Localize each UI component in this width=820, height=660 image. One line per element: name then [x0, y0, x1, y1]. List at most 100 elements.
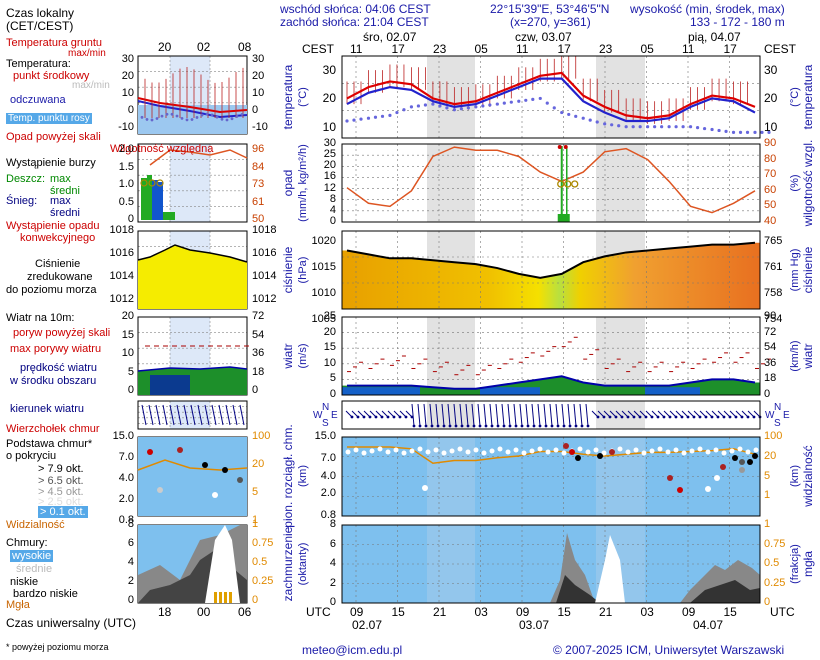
legend-cloud-dot	[157, 487, 163, 493]
humidity-line	[346, 146, 756, 214]
hour-label-top: 17	[557, 42, 571, 56]
humidity-tick-right: 40	[764, 215, 777, 227]
wind-arrow	[741, 410, 749, 418]
temp-title-right: temperatura	[801, 64, 815, 129]
cloud-base-dot	[689, 448, 695, 454]
fog-tick-right: 0.25	[764, 576, 786, 589]
temp-title-left: temperatura	[281, 64, 295, 129]
cloud-base-dot	[457, 446, 463, 452]
legend-storm-marker	[140, 179, 148, 187]
cloudbase-tick-left: 4.0	[320, 469, 336, 482]
grid-text: (x=270, y=361)	[510, 15, 591, 29]
legend-rain-bar	[163, 212, 175, 220]
cloud-cover-dot	[597, 453, 603, 459]
wind-arrow-head	[698, 415, 702, 419]
dew-point-dot	[760, 130, 764, 134]
cloud-base-dot	[361, 450, 367, 456]
legend-dew-dot	[200, 113, 204, 117]
dew-point-dot	[631, 125, 635, 129]
legend-tick-left: 8	[127, 518, 134, 530]
wind-arrow-head	[404, 415, 408, 419]
pressure-tick-left: 1020	[311, 235, 336, 247]
dew-point-dot	[588, 118, 592, 122]
hour-label-bottom: 09	[350, 605, 364, 619]
legend-temperature: Temperatura:	[6, 58, 71, 70]
cloud-cover-dot	[677, 487, 683, 493]
hour-label-top: 23	[599, 42, 613, 56]
wind-arrow	[459, 403, 463, 427]
day-label-bottom-2: 03.07	[519, 618, 550, 632]
legend-local-time-sub: (CET/CEST)	[6, 19, 74, 33]
compass-label: S	[322, 418, 329, 429]
visibility-line	[347, 446, 756, 464]
legend-dew-point: Temp. punktu rosy	[6, 113, 92, 124]
wind-arrow-head	[538, 424, 542, 428]
legend-tick-right: 20	[252, 70, 265, 82]
legend-humidity-line	[149, 149, 248, 166]
dew-point-dot	[724, 129, 728, 134]
legend-rain-mean: średni	[50, 185, 80, 197]
wind-tick-right: 72	[764, 325, 777, 338]
wind-arrow-head	[490, 424, 494, 428]
wind-arrow-head	[368, 415, 372, 419]
legend-tick-right: 1016	[252, 247, 277, 259]
legend-tick-left: 15	[121, 328, 134, 341]
email-link[interactable]: meteo@icm.edu.pl	[302, 643, 403, 657]
wind-unit-right: (km/h)	[789, 340, 801, 371]
cloud-base-dot	[401, 450, 407, 456]
precip-above-marker	[563, 145, 568, 149]
legend-tick-right: 10	[252, 87, 265, 99]
legend-tick-right: 5	[252, 486, 259, 498]
legend-mid: średnie	[16, 563, 53, 575]
dew-point-dot	[452, 108, 456, 112]
cloud-base-dot	[705, 449, 711, 455]
panel-frame	[341, 524, 761, 604]
legend-cloud-dot	[212, 492, 218, 498]
cover-tick-left: 8	[329, 518, 336, 530]
cloudbase-tick-left: 15.0	[314, 430, 336, 442]
cloud-base-dot	[561, 450, 567, 456]
legend-pressure-3: do poziomu morza	[6, 284, 97, 296]
wind-arrow-head	[362, 415, 366, 419]
cloud-base-dot	[417, 446, 423, 452]
legend-fog: Mgła	[6, 599, 30, 611]
legend-dew-dot	[185, 118, 189, 122]
cloud-cover-dot	[747, 459, 753, 465]
compass-label: W	[765, 410, 775, 421]
night-band	[427, 317, 475, 395]
cloudbase-unit-right: (km)	[789, 465, 801, 487]
legend-wind-arrow	[232, 404, 238, 426]
cloud-base-dot	[489, 448, 495, 454]
legend-tick-left: 6	[127, 537, 134, 549]
legend-tick-right: 0.75	[252, 537, 274, 549]
wind-arrow	[603, 410, 611, 418]
legend-soil-maxmin: max/min	[68, 48, 106, 59]
legend-snow-mean: średni	[50, 207, 80, 219]
legend-dew-dot	[195, 116, 199, 119]
panel-frame	[341, 55, 761, 139]
cloud-base-dot	[593, 447, 599, 453]
wind-arrow	[429, 403, 433, 427]
legend-wind10: Wiatr na 10m:	[6, 312, 75, 324]
wind-arrow	[525, 403, 529, 427]
legend-tick-left: 1.5	[118, 160, 134, 173]
dew-point-dot	[388, 113, 392, 117]
cloud-cover-dot	[575, 455, 581, 461]
pressure-tick-left: 1015	[311, 261, 336, 273]
visibility-tick-right: 1	[764, 489, 771, 502]
legend-tick-left: 1014	[109, 270, 134, 282]
dew-point-dot	[617, 124, 621, 128]
legend-wind-arrow	[141, 404, 147, 426]
dew-point-dot	[402, 108, 406, 112]
legend-tick-left: 2.0	[118, 493, 134, 505]
wind-arrow-head	[568, 424, 572, 428]
wind-tick-right: 36	[764, 356, 777, 369]
cloud-base-dot	[353, 447, 359, 453]
legend-tick-left: 0	[127, 104, 134, 116]
wind-arrow-head	[544, 424, 548, 428]
wind-arrow-head	[356, 415, 360, 419]
wind-arrow	[753, 410, 761, 418]
visibility-tick-right: 5	[764, 469, 771, 482]
cloud-base-dot	[345, 449, 351, 455]
